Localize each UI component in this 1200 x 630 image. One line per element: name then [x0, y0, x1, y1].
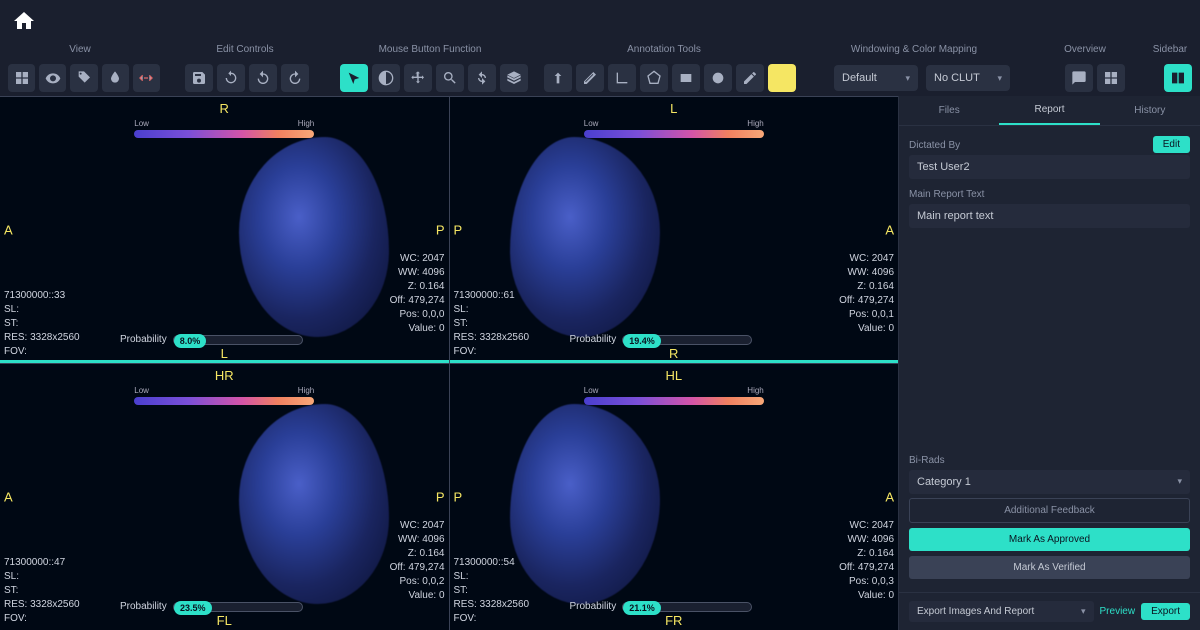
sidebar-toggle[interactable] — [1164, 64, 1192, 92]
pointer-tool[interactable] — [340, 64, 368, 92]
orientation-right: A — [885, 223, 894, 238]
pane-separator — [450, 360, 899, 363]
image-viewer-grid: RAPLLowHigh71300000::33SL:ST:RES: 3328x2… — [0, 96, 898, 630]
toolbar-section-labels: View Edit Controls Mouse Button Function… — [0, 44, 1200, 60]
window-meta-right: WC: 2047WW: 4096Z: 0.164Off: 479,274Pos:… — [390, 519, 445, 603]
probability-indicator: Probability23.5% — [120, 601, 303, 612]
pane-separator — [0, 360, 449, 363]
orientation-left: P — [454, 490, 463, 505]
redo-button[interactable] — [281, 64, 309, 92]
viewer-pane[interactable]: HLP AFR LowHigh71300000::54SL:ST:RES: 3328… — [450, 364, 899, 630]
tag-button[interactable] — [70, 64, 97, 92]
circle-annot[interactable] — [704, 64, 732, 92]
mark-approved-button[interactable]: Mark As Approved — [909, 528, 1190, 551]
color-gradient-legend: LowHigh — [584, 119, 764, 138]
angle-annot[interactable] — [608, 64, 636, 92]
export-dropdown[interactable]: Export Images And Report▾ — [909, 601, 1094, 622]
window-meta-right: WC: 2047WW: 4096Z: 0.164Off: 479,274Pos:… — [839, 252, 894, 336]
orientation-top: HL — [665, 368, 682, 383]
dictated-by-value: Test User2 — [909, 155, 1190, 179]
toolbar: Default▾ No CLUT▾ — [0, 60, 1200, 96]
orientation-left: A — [4, 490, 13, 505]
medical-image — [239, 137, 389, 337]
main-report-label: Main Report Text — [909, 189, 1190, 200]
series-meta-left: 71300000::33SL:ST:RES: 3328x2560FOV: — [4, 289, 80, 359]
tab-history[interactable]: History — [1100, 96, 1200, 125]
main-report-text[interactable]: Main report text — [909, 204, 1190, 228]
viewer-pane[interactable]: RA PL LowHigh71300000::33SL:ST:RES: 3328x2… — [0, 97, 450, 363]
series-meta-left: 71300000::47SL:ST:RES: 3328x2560FOV: — [4, 556, 80, 626]
visibility-button[interactable] — [39, 64, 66, 92]
pan-tool[interactable] — [404, 64, 432, 92]
series-meta-left: 71300000::61SL:ST:RES: 3328x2560FOV: — [454, 289, 530, 359]
orientation-left: A — [4, 223, 13, 238]
preview-link[interactable]: Preview — [1100, 606, 1136, 617]
orientation-bottom: FR — [665, 613, 682, 628]
ruler-annot[interactable] — [576, 64, 604, 92]
probability-indicator: Probability21.1% — [570, 601, 753, 612]
save-button[interactable] — [185, 64, 213, 92]
color-gradient-legend: LowHigh — [134, 119, 314, 138]
orientation-top: L — [670, 101, 677, 116]
edit-button[interactable]: Edit — [1153, 136, 1190, 153]
contrast-tool[interactable] — [372, 64, 400, 92]
medical-image — [510, 404, 660, 604]
clut-dropdown[interactable]: No CLUT▾ — [926, 65, 1010, 91]
orientation-top: HR — [215, 368, 234, 383]
birads-label: Bi-Rads — [909, 455, 1190, 466]
orientation-bottom: FL — [217, 613, 232, 628]
orientation-bottom: L — [221, 346, 228, 361]
orientation-right: A — [885, 490, 894, 505]
color-gradient-legend: LowHigh — [584, 386, 764, 405]
zoom-tool[interactable] — [436, 64, 464, 92]
window-meta-right: WC: 2047WW: 4096Z: 0.164Off: 479,274Pos:… — [390, 252, 445, 336]
medical-image — [239, 404, 389, 604]
polygon-annot[interactable] — [640, 64, 668, 92]
sync-tool[interactable] — [468, 64, 496, 92]
orientation-bottom: R — [669, 346, 678, 361]
birads-dropdown[interactable]: Category 1▾ — [909, 470, 1190, 494]
tab-report[interactable]: Report — [999, 96, 1099, 125]
tab-files[interactable]: Files — [899, 96, 999, 125]
color-gradient-legend: LowHigh — [134, 386, 314, 405]
probability-indicator: Probability8.0% — [120, 334, 303, 345]
window-meta-right: WC: 2047WW: 4096Z: 0.164Off: 479,274Pos:… — [839, 519, 894, 603]
orientation-right: P — [436, 490, 445, 505]
series-meta-left: 71300000::54SL:ST:RES: 3328x2560FOV: — [454, 556, 530, 626]
mark-verified-button[interactable]: Mark As Verified — [909, 556, 1190, 579]
orientation-left: P — [454, 223, 463, 238]
orientation-top: R — [220, 101, 229, 116]
window-preset-dropdown[interactable]: Default▾ — [834, 65, 918, 91]
pencil-annot[interactable] — [736, 64, 764, 92]
chat-icon[interactable] — [1065, 64, 1093, 92]
additional-feedback-button[interactable]: Additional Feedback — [909, 498, 1190, 523]
arrow-annot[interactable] — [544, 64, 572, 92]
grid-overview-icon[interactable] — [1097, 64, 1125, 92]
highlight-annot[interactable] — [768, 64, 796, 92]
probability-indicator: Probability19.4% — [570, 334, 753, 345]
export-button[interactable]: Export — [1141, 603, 1190, 620]
dictated-by-label: Dictated By — [909, 140, 960, 151]
medical-image — [510, 137, 660, 337]
viewer-pane[interactable]: LP AR LowHigh71300000::61SL:ST:RES: 3328x2… — [450, 97, 899, 363]
link-button[interactable] — [133, 64, 160, 92]
stack-tool[interactable] — [500, 64, 528, 92]
home-button[interactable] — [12, 9, 36, 36]
refresh-button[interactable] — [217, 64, 245, 92]
rect-annot[interactable] — [672, 64, 700, 92]
sidebar-panel: Files Report History Dictated By Edit Te… — [898, 96, 1200, 630]
drop-button[interactable] — [102, 64, 129, 92]
layout-button[interactable] — [8, 64, 35, 92]
orientation-right: P — [436, 223, 445, 238]
viewer-pane[interactable]: HRA PFL LowHigh71300000::47SL:ST:RES: 3328… — [0, 364, 450, 630]
undo-button[interactable] — [249, 64, 277, 92]
